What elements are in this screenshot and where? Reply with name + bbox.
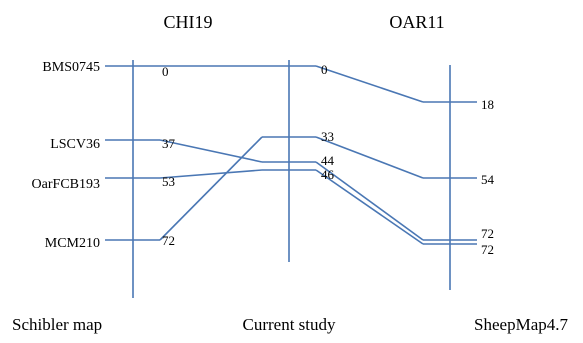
title-chi19: CHI19 (164, 12, 213, 32)
marker-name-bms0745: BMS0745 (42, 60, 100, 75)
sheepmap-pos-72b: 72 (481, 242, 494, 257)
link-lscv36-right (315, 161, 424, 241)
marker-name-lscv36: LSCV36 (50, 137, 100, 152)
link-oarfcb193-left (159, 169, 263, 179)
schibler-pos-53: 53 (162, 174, 175, 189)
marker-name-mcm210: MCM210 (45, 236, 100, 251)
sheepmap-pos-54: 54 (481, 172, 495, 187)
link-mcm210-left (159, 136, 263, 241)
sheepmap-pos-18: 18 (481, 97, 494, 112)
schibler-pos-37: 37 (162, 136, 176, 151)
sheepmap-pos-72a: 72 (481, 226, 494, 241)
current-pos-46: 46 (321, 167, 335, 182)
marker-name-oarfcb193: OarFCB193 (32, 177, 100, 192)
footer-sheepmap: SheepMap4.7 (474, 315, 568, 334)
current-pos-0: 0 (321, 62, 328, 77)
title-oar11: OAR11 (389, 12, 444, 32)
footer-current-study: Current study (242, 315, 336, 334)
footer-schibler-map: Schibler map (12, 315, 102, 334)
schibler-pos-0: 0 (162, 64, 169, 79)
schibler-pos-72: 72 (162, 233, 175, 248)
link-mcm210-right (315, 136, 424, 179)
current-pos-44: 44 (321, 153, 335, 168)
link-lscv36-left (159, 139, 263, 163)
link-oarfcb193-right (315, 169, 424, 245)
current-pos-33: 33 (321, 129, 334, 144)
link-bms0745-right (315, 65, 424, 103)
